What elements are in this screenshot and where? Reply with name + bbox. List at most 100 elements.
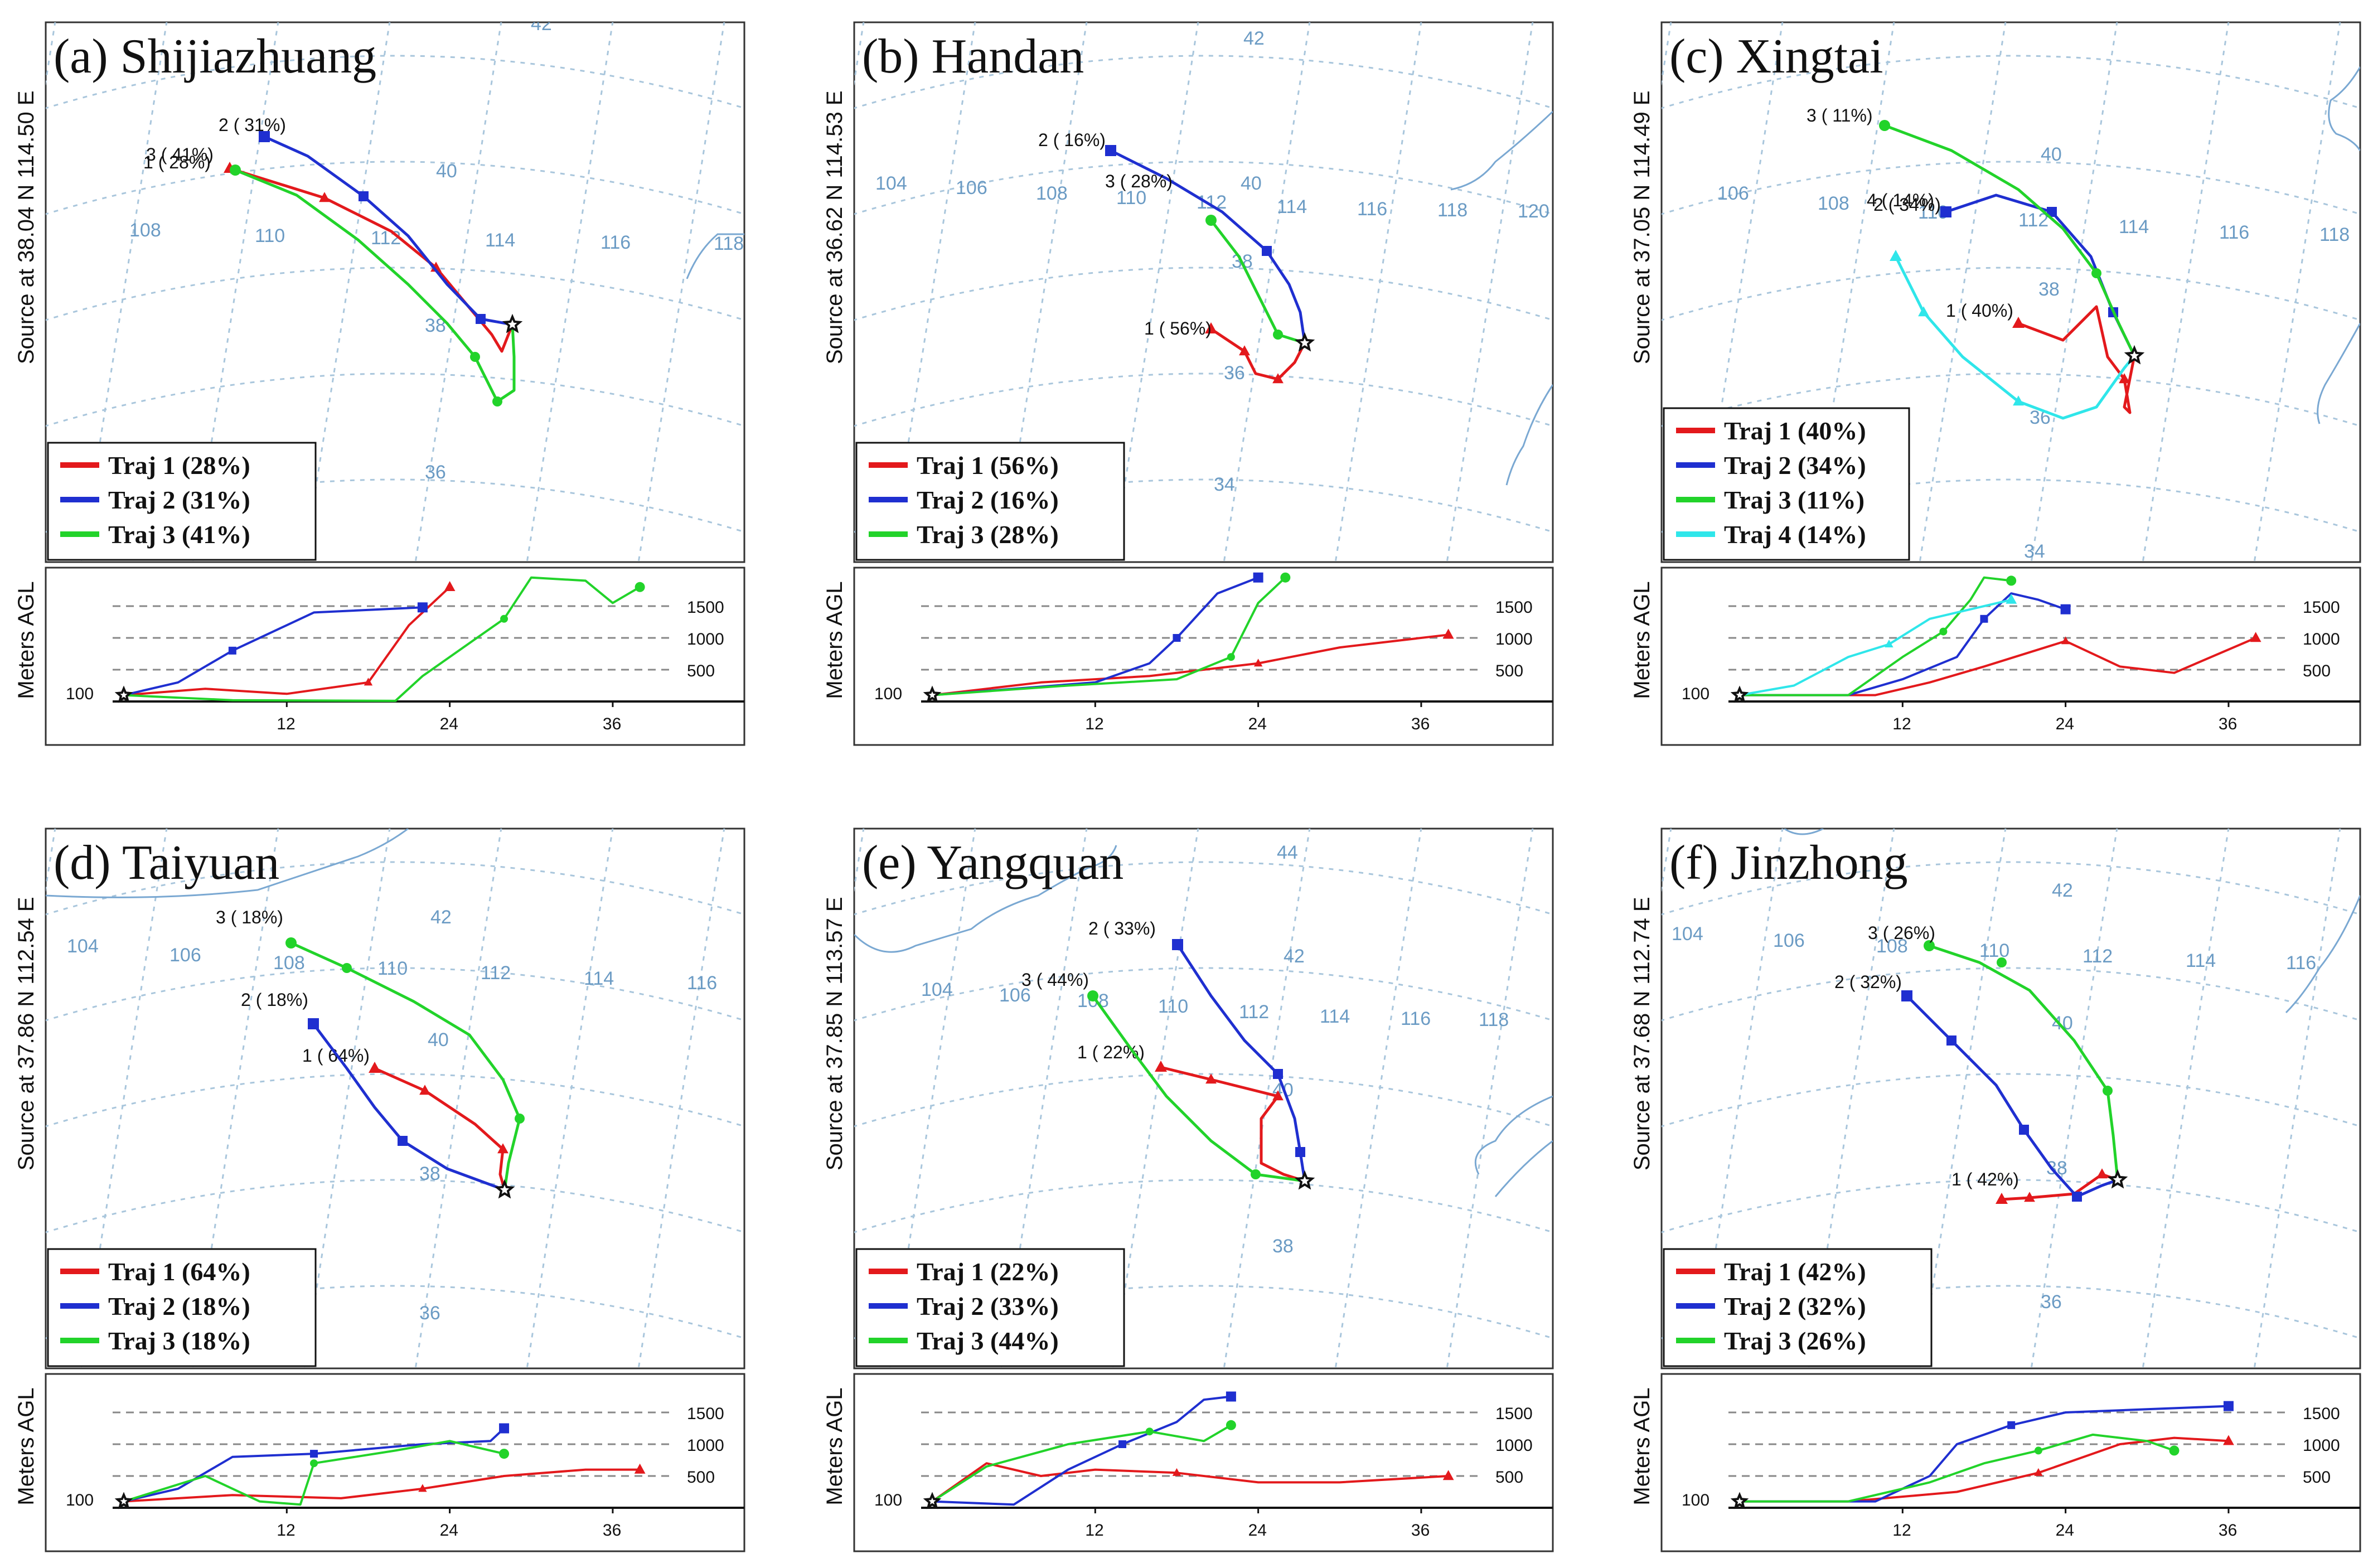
grid-label: 104 (875, 173, 907, 194)
panel-5: 44424038361041061081101121141161181201 (… (822, 827, 1554, 1552)
circle-marker (1273, 330, 1283, 340)
source-location-label: Source at 37.86 N 112.54 E (14, 897, 38, 1170)
triangle-marker (1442, 1470, 1454, 1480)
square-marker (1226, 1391, 1236, 1402)
grid-label: 108 (129, 220, 161, 241)
trajectory-3-path (290, 941, 521, 1190)
time-tick-label: 24 (1248, 715, 1267, 733)
legend-entry: Traj 2 (33%) (917, 1292, 1059, 1320)
longitude-line (414, 829, 502, 1368)
longitude-line (526, 22, 614, 562)
meters-agl-label: Meters AGL (1630, 1387, 1654, 1505)
triangle-marker (1890, 250, 1902, 261)
legend: Traj 1 (28%) Traj 2 (31%) Traj 3 (41%) (47, 442, 317, 561)
trajectory-start-label: 1 ( 28%) (143, 152, 211, 172)
coastline (2317, 66, 2360, 424)
latitude-line (1662, 861, 2360, 916)
profile-frame (853, 1373, 1554, 1552)
circle-marker (285, 937, 297, 948)
time-tick-label: 36 (603, 1521, 621, 1540)
triangle-marker (2012, 317, 2025, 328)
circle-marker (1251, 1169, 1261, 1179)
square-marker (1172, 939, 1183, 950)
source-location-label: Source at 37.85 N 113.57 E (822, 897, 847, 1170)
triangle-marker (1172, 1468, 1181, 1476)
source-star-icon (1730, 685, 1749, 703)
square-marker (1105, 145, 1116, 156)
square-marker (2072, 1192, 2082, 1202)
time-tick-label: 24 (2056, 715, 2074, 733)
circle-marker (1205, 215, 1217, 226)
grid-label: 106 (956, 177, 987, 199)
grid-label: 108 (1036, 183, 1068, 204)
source-star-icon (494, 1179, 515, 1199)
grid-label: 44 (1277, 842, 1298, 863)
latitude-line (46, 967, 744, 1022)
triangle-marker (319, 192, 330, 202)
grid-label: 104 (67, 936, 99, 957)
longitude-line (1919, 829, 2007, 1368)
longitude-line (2030, 22, 2118, 562)
time-tick-label: 36 (1411, 715, 1430, 733)
height-tick-label: 500 (2303, 1468, 2331, 1487)
height-profile: 1500 1000 500 100 12 24 36 Meters AGL (822, 567, 1554, 746)
triangle-marker (418, 1484, 427, 1492)
trajectory-start-label: 2 ( 32%) (1834, 972, 1902, 992)
legend-entry: Traj 3 (18%) (108, 1327, 250, 1355)
time-tick-label: 12 (277, 715, 295, 733)
triangle-marker (1205, 1073, 1217, 1084)
profile-frame (45, 567, 745, 746)
grid-label: 118 (1479, 1009, 1509, 1030)
square-marker (499, 1423, 510, 1434)
triangle-marker (1272, 1090, 1284, 1101)
grid-label: 42 (1284, 946, 1305, 967)
longitude-line (637, 829, 725, 1368)
profile-series-3 (932, 577, 1286, 696)
source-location-label: Source at 38.04 N 114.50 E (14, 90, 38, 364)
latitude-line (1662, 161, 2360, 215)
time-tick-label: 36 (2219, 1521, 2237, 1540)
height-tick-label: 1000 (1495, 630, 1533, 649)
square-marker (2060, 604, 2071, 614)
height-tick-label: 1500 (2303, 1405, 2340, 1423)
square-marker (476, 314, 486, 324)
trajectory-1-path (2018, 305, 2136, 414)
profile-frame (1660, 1373, 2361, 1552)
grid-label: 106 (999, 985, 1031, 1006)
longitude-line (1446, 829, 1534, 1368)
triangle-marker (2061, 636, 2070, 645)
grid-label: 108 (1818, 193, 1849, 214)
triangle-marker (2024, 1192, 2035, 1202)
grid-label: 118 (714, 233, 744, 254)
circle-marker (1997, 957, 2007, 967)
square-marker (1118, 1440, 1127, 1448)
trajectory-1-path (229, 167, 514, 353)
legend-entry: Traj 2 (34%) (1724, 451, 1866, 480)
height-tick-label: 500 (687, 1468, 715, 1487)
triangle-marker (2034, 1468, 2043, 1476)
grid-label: 118 (2319, 224, 2350, 245)
trajectory-start-label: 1 ( 42%) (1951, 1169, 2019, 1189)
grid-label: 110 (1116, 187, 1146, 209)
latitude-line (854, 1179, 1553, 1233)
latitude-line (46, 161, 744, 215)
source-location-label: Source at 37.68 N 112.74 E (1630, 897, 1654, 1170)
trajectory-1-path (1160, 1066, 1305, 1183)
meters-agl-label: Meters AGL (822, 1387, 847, 1505)
grid-label: 114 (584, 968, 614, 989)
latitude-line (854, 967, 1553, 1022)
height-tick-label: 1500 (2303, 598, 2340, 617)
longitude-line (1334, 829, 1422, 1368)
grid-label: 42 (2052, 880, 2073, 901)
square-marker (2007, 1421, 2016, 1429)
circle-marker (2091, 268, 2101, 278)
grid-label: 110 (377, 958, 408, 979)
triangle-marker (2096, 1168, 2108, 1179)
coastline (46, 829, 409, 898)
square-marker (398, 1136, 408, 1146)
triangle-marker (497, 1143, 508, 1154)
grid-label: 114 (2119, 216, 2149, 238)
